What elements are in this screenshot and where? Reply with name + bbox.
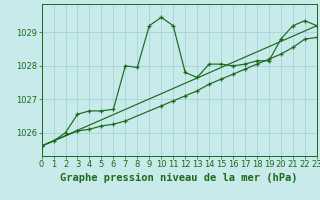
X-axis label: Graphe pression niveau de la mer (hPa): Graphe pression niveau de la mer (hPa) [60, 173, 298, 183]
